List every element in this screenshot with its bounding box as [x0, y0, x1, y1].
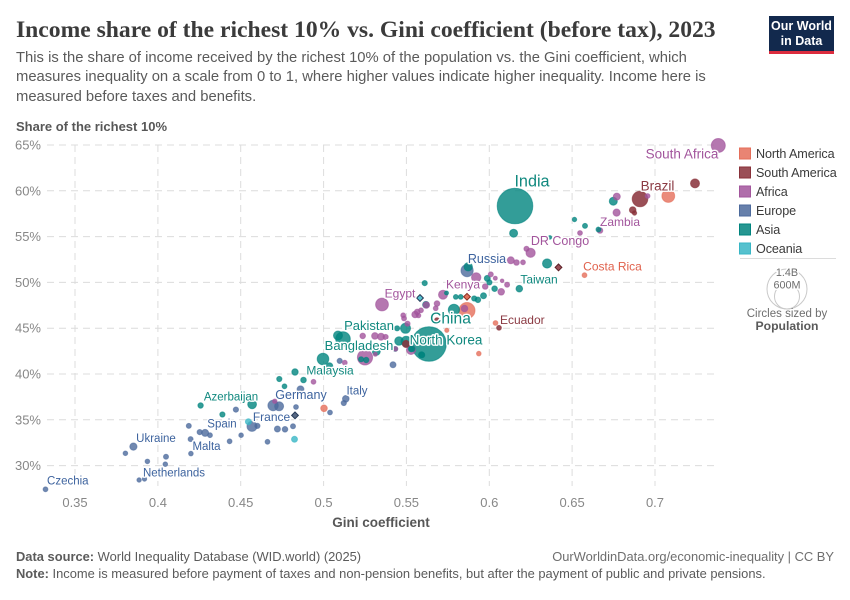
svg-text:Gini coefficient: Gini coefficient — [332, 515, 430, 530]
svg-text:45%: 45% — [15, 321, 41, 336]
svg-text:Czechia: Czechia — [47, 476, 89, 488]
svg-text:South Africa: South Africa — [646, 147, 719, 162]
svg-text:Oceania: Oceania — [756, 242, 802, 256]
svg-text:1.4B: 1.4B — [776, 267, 798, 279]
svg-text:North America: North America — [756, 147, 835, 161]
svg-text:Ukraine: Ukraine — [136, 433, 176, 445]
svg-text:South America: South America — [756, 166, 837, 180]
svg-text:Kenya: Kenya — [446, 278, 480, 292]
svg-text:Malaysia: Malaysia — [306, 364, 354, 378]
svg-text:Netherlands: Netherlands — [143, 468, 205, 480]
svg-text:Ecuador: Ecuador — [500, 313, 545, 327]
svg-text:France: France — [253, 410, 291, 424]
svg-text:India: India — [514, 173, 549, 191]
svg-text:0.7: 0.7 — [646, 495, 664, 510]
svg-text:Costa Rica: Costa Rica — [583, 260, 642, 274]
svg-text:Egypt: Egypt — [385, 287, 416, 301]
svg-text:Africa: Africa — [756, 185, 788, 199]
svg-text:0.45: 0.45 — [228, 495, 253, 510]
svg-text:Italy: Italy — [346, 386, 367, 398]
svg-text:0.4: 0.4 — [149, 495, 167, 510]
svg-text:0.6: 0.6 — [480, 495, 498, 510]
svg-text:Malta: Malta — [192, 441, 221, 453]
svg-text:China: China — [430, 311, 471, 328]
svg-text:Asia: Asia — [756, 223, 780, 237]
svg-text:Circles sized by: Circles sized by — [747, 308, 828, 320]
svg-text:Taiwan: Taiwan — [520, 273, 557, 287]
svg-text:Germany: Germany — [275, 388, 327, 402]
svg-text:55%: 55% — [15, 229, 41, 244]
svg-text:Spain: Spain — [207, 419, 236, 431]
svg-text:Pakistan: Pakistan — [344, 318, 394, 333]
svg-text:North Korea: North Korea — [410, 333, 483, 348]
svg-text:35%: 35% — [15, 412, 41, 427]
svg-text:Zambia: Zambia — [600, 215, 640, 229]
svg-text:Russia: Russia — [468, 252, 506, 266]
svg-text:0.65: 0.65 — [559, 495, 584, 510]
svg-text:40%: 40% — [15, 367, 41, 382]
svg-text:0.35: 0.35 — [62, 495, 87, 510]
svg-text:Population: Population — [756, 319, 819, 333]
svg-text:0.5: 0.5 — [315, 495, 333, 510]
svg-text:DR Congo: DR Congo — [531, 234, 589, 248]
svg-text:50%: 50% — [15, 275, 41, 290]
svg-text:Azerbaijan: Azerbaijan — [204, 392, 258, 404]
svg-text:30%: 30% — [15, 458, 41, 473]
svg-text:Brazil: Brazil — [641, 179, 675, 194]
svg-text:60%: 60% — [15, 183, 41, 198]
svg-text:Europe: Europe — [756, 204, 796, 218]
svg-text:600M: 600M — [773, 280, 800, 292]
svg-text:0.55: 0.55 — [394, 495, 419, 510]
svg-text:65%: 65% — [15, 138, 41, 153]
svg-text:Bangladesh: Bangladesh — [325, 338, 394, 353]
svg-text:Share of the richest 10%: Share of the richest 10% — [16, 119, 167, 134]
